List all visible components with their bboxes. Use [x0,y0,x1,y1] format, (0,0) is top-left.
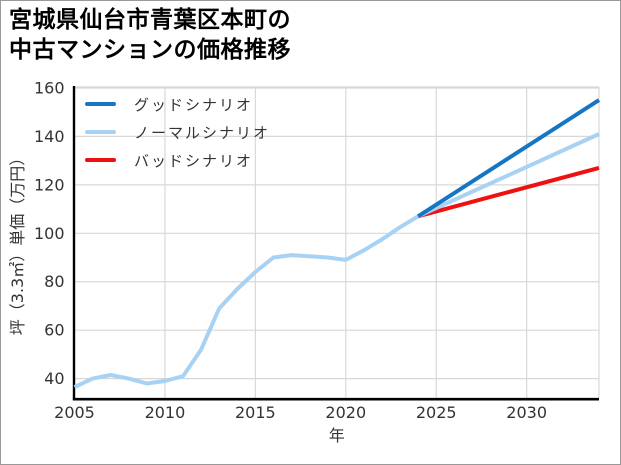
legend-item-good-scenario: グッドシナリオ [85,90,270,118]
x-tick-label-2020: 2020 [325,403,366,422]
y-tick-label-160: 160 [34,78,65,97]
chart-title: 宮城県仙台市青葉区本町の 中古マンションの価格推移 [9,5,291,65]
x-axis-label: 年 [329,426,345,445]
y-tick-label-40: 40 [44,369,64,388]
x-tick-label-2030: 2030 [506,403,547,422]
y-tick-label-100: 100 [34,224,65,243]
legend-label: グッドシナリオ [134,95,254,114]
y-tick-label-120: 120 [34,175,65,194]
series-line-グッドシナリオ [417,98,601,218]
chart-title-line2: 中古マンションの価格推移 [9,37,291,63]
good-scenario-line-swatch [85,102,116,106]
legend-item-normal-scenario: ノーマルシナリオ [85,118,270,146]
x-tick-label-2010: 2010 [145,403,186,422]
chart-title-line1: 宮城県仙台市青葉区本町の [9,7,291,33]
series-line-ノーマルシナリオ [417,132,600,219]
legend-label: バッドシナリオ [134,151,254,170]
series-line-バッドシナリオ [417,165,600,219]
normal-scenario-line-swatch [85,130,116,134]
y-tick-label-140: 140 [34,127,65,146]
y-tick-label-60: 60 [44,321,64,340]
y-tick-label-80: 80 [44,272,64,291]
series-line-価格実績 [73,214,420,389]
legend: グッドシナリオ ノーマルシナリオ バッドシナリオ [85,90,270,174]
y-axis-label: 坪（3.3㎡）単価（万円） [8,150,27,335]
x-tick-label-2025: 2025 [416,403,457,422]
x-tick-label-2005: 2005 [54,403,95,422]
bad-scenario-line-swatch [85,158,116,162]
legend-item-bad-scenario: バッドシナリオ [85,146,270,174]
x-tick-label-2015: 2015 [235,403,276,422]
legend-label: ノーマルシナリオ [134,123,271,142]
